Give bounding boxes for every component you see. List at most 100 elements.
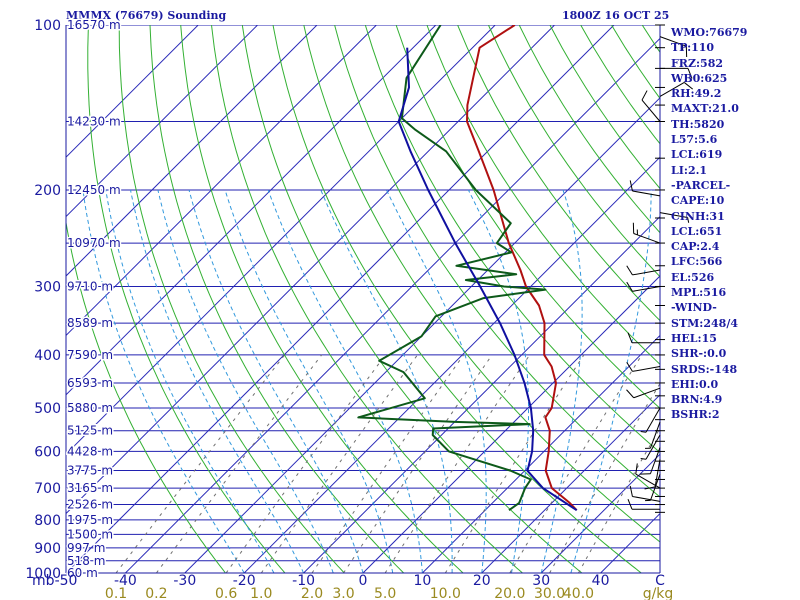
pressure-tick-label: 500 — [34, 401, 61, 417]
isotherm-line — [66, 25, 377, 337]
mixing-ratio-tick-label: 2.0 — [301, 586, 323, 600]
wind-barb — [659, 212, 690, 223]
barb-staff — [645, 407, 661, 433]
barb-staff — [633, 387, 661, 399]
isotherm-line — [66, 25, 258, 218]
barb-staff — [659, 212, 688, 219]
sounding-index-item: EL:526 — [671, 270, 715, 284]
barb-flag — [635, 463, 638, 475]
mixing-ratio-tick-label: 3.0 — [332, 586, 354, 600]
barb-flag — [629, 485, 633, 497]
pressure-tick-label: 100 — [34, 18, 61, 34]
isotherm-line — [362, 275, 660, 573]
mixing-ratio-line — [549, 382, 660, 573]
dry-adiabat-line — [149, 25, 405, 573]
mixing-ratio-line — [260, 354, 418, 573]
mixing-ratio-tick-label: 5.0 — [374, 586, 396, 600]
mixing-ratio-unit-label: g/kg — [643, 586, 674, 600]
sounding-index-item: FRZ:582 — [671, 56, 724, 70]
wind-barb — [626, 361, 661, 372]
x-axis-unit-label: mb — [32, 573, 55, 589]
wind-barb — [626, 265, 661, 276]
sounding-index-item: WB0:625 — [671, 71, 728, 85]
sounding-index-item: HEL:15 — [671, 331, 717, 345]
mixing-ratio-line — [578, 427, 660, 573]
sounding-index-item: CINH:31 — [671, 209, 725, 223]
isotherm-line — [66, 25, 199, 158]
height-tick-label: 7590 m — [67, 348, 113, 362]
barb-half-flag — [640, 457, 647, 460]
dry-adiabat-line — [487, 25, 660, 278]
barb-flag — [626, 389, 635, 399]
barb-staff — [645, 434, 661, 460]
sounding-index-item: -WIND- — [671, 301, 717, 315]
mixing-ratio-line — [115, 354, 286, 573]
barb-flag — [644, 486, 656, 490]
temperature-tick-label: -20 — [233, 573, 256, 589]
isotherm-line — [66, 25, 437, 396]
mixing-ratio-tick-label: 0.6 — [215, 586, 237, 600]
dewpoint-line — [357, 25, 547, 512]
temperature-tick-label: 10 — [413, 573, 431, 589]
wind-barb — [640, 407, 661, 433]
height-tick-label: 2526 m — [67, 498, 113, 512]
moist-adiabat-line — [157, 189, 334, 573]
moist-adiabat-line — [130, 189, 305, 573]
isotherm-line — [303, 215, 660, 573]
barb-staff — [633, 233, 661, 244]
pressure-tick-label: 200 — [34, 183, 61, 199]
barb-staff — [632, 366, 661, 372]
height-tick-label: 6593 m — [67, 376, 113, 390]
sounding-index-item: L57:5.6 — [671, 133, 718, 147]
sounding-index-item: CAP:2.4 — [671, 240, 720, 254]
temperature-tick-label: -10 — [292, 573, 315, 589]
temperature-tick-label: -30 — [173, 573, 196, 589]
height-tick-label: 3775 m — [67, 463, 113, 477]
sounding-index-item: MPL:516 — [671, 286, 727, 300]
height-tick-label: 1975 m — [67, 513, 113, 527]
mixing-ratio-tick-label: 0.2 — [145, 586, 167, 600]
valid-time: 1800Z 16 OCT 25 — [562, 9, 670, 22]
sounding-index-item: BRN:4.9 — [671, 393, 723, 407]
barb-staff — [632, 285, 661, 292]
height-tick-label: 5880 m — [67, 401, 113, 415]
dry-adiabat-line — [457, 25, 660, 322]
sounding-index-item: CAPE:10 — [671, 194, 725, 208]
mixing-ratio-tick-label: 10.0 — [430, 586, 461, 600]
mixing-ratio-tick-label: 30.0 — [534, 586, 565, 600]
sounding-index-item: LCL:619 — [671, 148, 723, 162]
dry-adiabat-line — [426, 25, 660, 366]
mixing-ratio-line — [384, 354, 531, 573]
profile-lines — [357, 25, 578, 512]
wind-barbs — [626, 24, 694, 513]
sounding-index-item: LFC:566 — [671, 255, 723, 269]
height-tick-label: 997 m — [67, 541, 105, 555]
sounding-index-item: STM:248/4 — [671, 316, 738, 330]
barb-flag — [687, 68, 693, 79]
height-tick-label: 4428 m — [67, 444, 113, 458]
wind-barb — [632, 222, 661, 244]
wind-barb — [659, 81, 694, 97]
isotherm-line — [481, 394, 660, 573]
wind-barb — [641, 90, 661, 122]
temperature-tick-label: -40 — [114, 573, 137, 589]
sounding-index-item: RH:49.2 — [671, 87, 722, 101]
height-tick-label: 8589 m — [67, 316, 113, 330]
moist-adiabat-line — [105, 189, 275, 573]
barb-half-flag — [687, 217, 690, 223]
isotherm-line — [125, 37, 660, 573]
height-tick-label: 14230 m — [67, 114, 121, 128]
temperature-tick-label: 20 — [473, 573, 491, 589]
wind-barb — [626, 387, 661, 399]
sounding-index-item: WMO:76679 — [671, 26, 748, 39]
moist-adiabat-line — [540, 189, 583, 573]
dry-adiabat-line — [66, 219, 226, 573]
chart-title: MMMX (76679) Sounding — [66, 9, 227, 22]
temperature-tick-label: 0 — [359, 573, 368, 589]
sounding-index-item: -PARCEL- — [671, 178, 731, 192]
barb-staff — [632, 269, 661, 276]
pressure-tick-label: 600 — [34, 444, 61, 460]
sounding-index-item: LI:2.1 — [671, 163, 708, 177]
sounding-index-item: SRDS:-148 — [671, 362, 738, 376]
